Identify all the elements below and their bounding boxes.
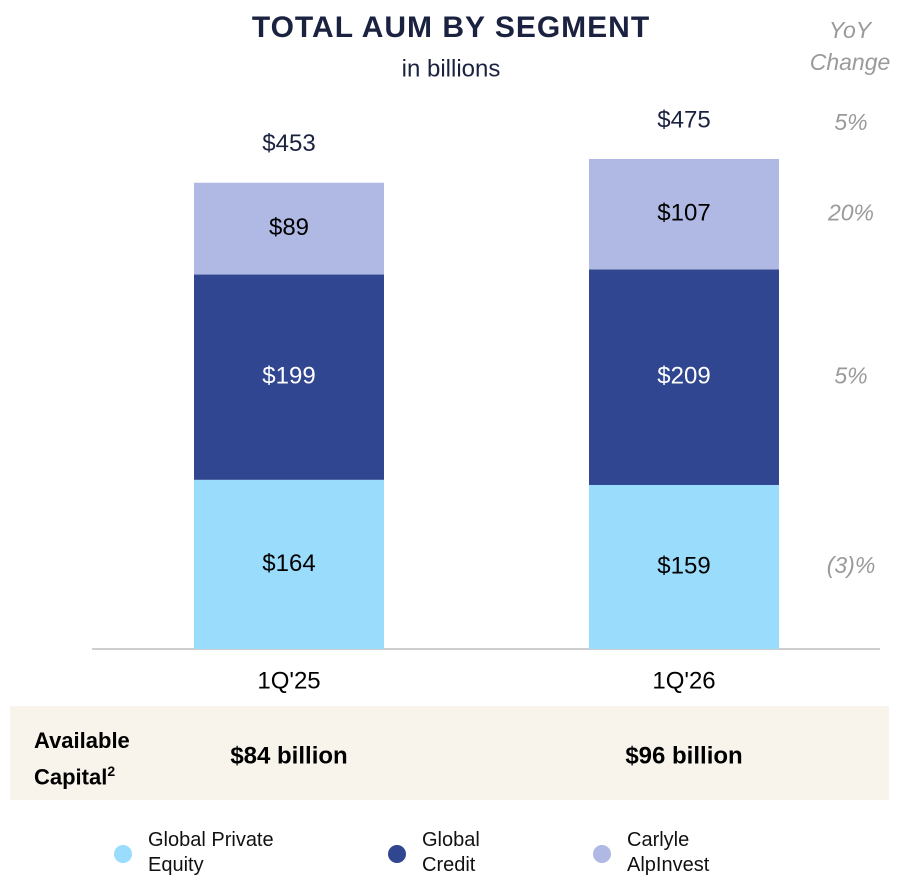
bar-segment [589, 159, 779, 270]
yoy-label: (3)% [827, 552, 876, 578]
legend-label: Global Private Equity [148, 829, 274, 876]
yoy-label: 5% [834, 362, 867, 388]
bar-segment [194, 182, 384, 275]
segment-label: $209 [657, 363, 710, 390]
legend-swatch [388, 845, 406, 863]
capital-label-text: Available Capital [34, 728, 130, 790]
x-tick-label: 1Q'26 [652, 667, 715, 694]
legend-swatch [114, 845, 132, 863]
yoy-label: 5% [834, 109, 867, 135]
legend-label: Carlyle AlpInvest [627, 829, 710, 876]
bar-segment [194, 274, 384, 480]
capital-label: Available Capital2 [34, 725, 174, 792]
x-tick-label: 1Q'25 [257, 667, 320, 694]
capital-value: $84 billion [230, 742, 347, 769]
total-label: $453 [262, 130, 315, 157]
legend-swatch [593, 845, 611, 863]
segment-label: $107 [657, 200, 710, 227]
chart-title: TOTAL AUM BY SEGMENT [252, 11, 650, 44]
bar-segment [589, 484, 779, 649]
legend-item: Global Private Equity [114, 828, 308, 878]
segment-label: $159 [657, 552, 710, 579]
legend-label: Global Credit [422, 829, 480, 876]
footnote: 2 [107, 763, 116, 779]
segment-label: $89 [269, 214, 309, 241]
capital-value: $96 billion [625, 742, 742, 769]
bar-segment [194, 479, 384, 649]
yoy-title: YoY Change [809, 17, 891, 75]
total-label: $475 [657, 106, 710, 133]
yoy-label: 20% [827, 199, 874, 225]
capital-band [10, 706, 889, 800]
segment-label: $199 [262, 363, 315, 390]
bar-segment [589, 269, 779, 485]
segment-label: $164 [262, 550, 315, 577]
legend-item: Carlyle AlpInvest [593, 828, 737, 878]
chart-subtitle: in billions [402, 55, 501, 82]
legend-item: Global Credit [388, 828, 532, 878]
